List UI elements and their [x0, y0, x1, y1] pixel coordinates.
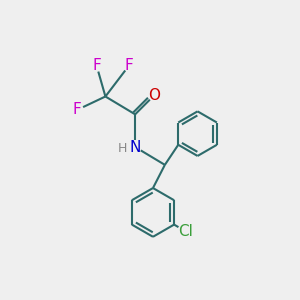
Text: F: F — [125, 58, 134, 73]
Text: N: N — [130, 140, 141, 154]
Text: O: O — [148, 88, 160, 103]
Text: F: F — [92, 58, 101, 73]
Text: H: H — [118, 142, 127, 155]
Text: F: F — [73, 102, 82, 117]
Text: Cl: Cl — [178, 224, 193, 239]
